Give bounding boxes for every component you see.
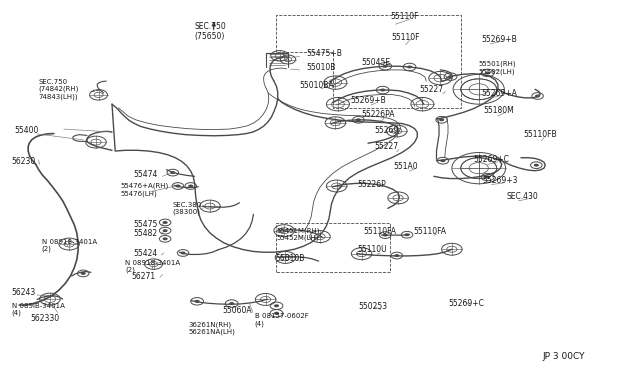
Circle shape <box>404 233 410 236</box>
Text: 550253: 550253 <box>358 302 388 311</box>
Text: 56243: 56243 <box>12 288 36 297</box>
Circle shape <box>380 89 385 92</box>
Text: 55269+B: 55269+B <box>351 96 387 105</box>
Circle shape <box>440 159 445 162</box>
Text: SEC.750
(74842(RH)
74843(LH)): SEC.750 (74842(RH) 74843(LH)) <box>38 79 79 100</box>
Circle shape <box>356 118 361 121</box>
Text: 56230: 56230 <box>12 157 36 166</box>
Text: 55045E: 55045E <box>362 58 391 67</box>
Circle shape <box>175 185 180 187</box>
Circle shape <box>394 254 399 257</box>
Text: 55226P: 55226P <box>357 180 386 189</box>
Circle shape <box>163 237 168 240</box>
Circle shape <box>485 176 490 179</box>
Text: 55269+B: 55269+B <box>481 35 517 44</box>
Circle shape <box>535 94 540 97</box>
Text: 55400: 55400 <box>14 126 38 135</box>
Circle shape <box>195 300 200 303</box>
Text: 36261N(RH)
56261NA(LH): 36261N(RH) 56261NA(LH) <box>189 321 236 335</box>
Text: 55060A: 55060A <box>223 306 252 315</box>
Text: 55010B: 55010B <box>275 254 305 263</box>
Text: N 089IB-3401A
(4): N 089IB-3401A (4) <box>12 303 65 316</box>
Text: 55110U: 55110U <box>357 246 387 254</box>
Circle shape <box>274 304 279 307</box>
Circle shape <box>383 65 388 68</box>
Circle shape <box>163 229 168 232</box>
Text: 551A0: 551A0 <box>393 162 417 171</box>
Circle shape <box>383 234 388 237</box>
Text: 55010B: 55010B <box>306 63 335 72</box>
Text: 55110F: 55110F <box>392 33 420 42</box>
Text: 55226PA: 55226PA <box>361 110 394 119</box>
Text: SEC.750
(75650): SEC.750 (75650) <box>194 22 226 41</box>
Text: 55476+A(RH)
55476(LH): 55476+A(RH) 55476(LH) <box>120 183 168 197</box>
Text: JP 3 00CY: JP 3 00CY <box>543 352 585 361</box>
Text: 55110FA: 55110FA <box>413 227 447 236</box>
Circle shape <box>448 75 453 78</box>
Text: 562330: 562330 <box>30 314 60 323</box>
Text: 55482: 55482 <box>133 229 157 238</box>
Text: 55269+3: 55269+3 <box>483 176 518 185</box>
Circle shape <box>274 312 279 315</box>
Circle shape <box>439 118 444 121</box>
Text: 55475+B: 55475+B <box>306 49 342 58</box>
Text: 55501(RH)
55502(LH): 55501(RH) 55502(LH) <box>479 61 516 75</box>
Text: 55269+C: 55269+C <box>448 299 484 308</box>
Text: 55475: 55475 <box>133 220 157 229</box>
Text: SEC.380
(38300): SEC.380 (38300) <box>173 202 202 215</box>
Text: 55180M: 55180M <box>484 106 515 115</box>
Circle shape <box>81 272 86 275</box>
Circle shape <box>188 185 193 187</box>
Circle shape <box>534 164 539 167</box>
Text: 55227: 55227 <box>374 142 399 151</box>
Text: 55269+C: 55269+C <box>474 155 509 164</box>
Text: N 08918-3401A
(2): N 08918-3401A (2) <box>42 239 97 252</box>
Text: 55474: 55474 <box>133 170 157 179</box>
Text: 55010BA: 55010BA <box>300 81 334 90</box>
Circle shape <box>485 71 490 74</box>
Circle shape <box>229 302 234 305</box>
Circle shape <box>407 65 412 68</box>
Text: 55110FA: 55110FA <box>364 227 397 236</box>
Circle shape <box>180 251 186 254</box>
Text: 55424: 55424 <box>133 249 157 258</box>
Text: 55110FB: 55110FB <box>524 130 557 139</box>
Text: N 08918-3401A
(2): N 08918-3401A (2) <box>125 260 180 273</box>
Text: 55451M(RH)
55452M(LH): 55451M(RH) 55452M(LH) <box>276 227 320 241</box>
Text: 55269: 55269 <box>374 126 399 135</box>
Text: B 08157-0602F
(4): B 08157-0602F (4) <box>255 313 308 327</box>
Circle shape <box>170 171 175 174</box>
Text: SEC.430: SEC.430 <box>507 192 539 201</box>
Text: 55227: 55227 <box>420 85 444 94</box>
Circle shape <box>163 221 168 224</box>
Text: 55269+A: 55269+A <box>481 89 517 97</box>
Text: 55110F: 55110F <box>390 12 419 21</box>
Text: 56271: 56271 <box>131 272 156 280</box>
